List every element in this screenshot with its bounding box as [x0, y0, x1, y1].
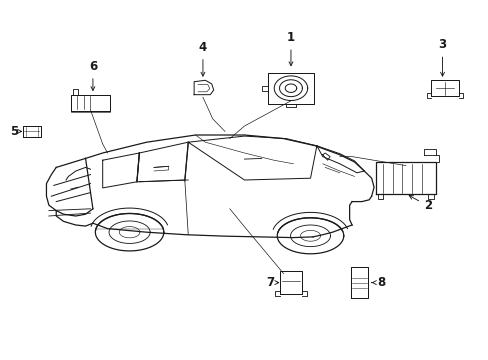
Text: 4: 4: [199, 41, 206, 76]
Text: 8: 8: [371, 276, 385, 289]
Text: 2: 2: [408, 195, 431, 212]
Text: 3: 3: [438, 39, 446, 76]
Text: 6: 6: [89, 60, 97, 90]
Text: 5: 5: [10, 125, 21, 138]
Text: 1: 1: [286, 31, 294, 66]
Text: 7: 7: [266, 276, 278, 289]
